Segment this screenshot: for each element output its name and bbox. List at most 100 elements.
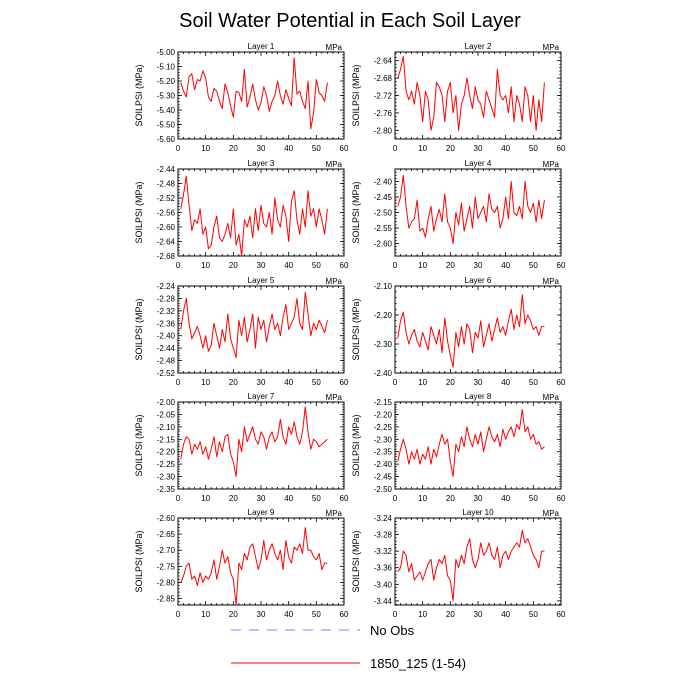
y-tick-label: -2.28 xyxy=(157,294,176,303)
plot-frame xyxy=(177,168,345,257)
y-tick-label: -2.15 xyxy=(157,435,176,444)
y-tick-label: -2.60 xyxy=(374,240,393,249)
x-tick-label: 30 xyxy=(474,378,483,387)
figure-title: Soil Water Potential in Each Soil Layer xyxy=(179,10,521,32)
y-tick-label: -2.32 xyxy=(157,307,176,316)
x-tick-label: 50 xyxy=(529,494,538,503)
x-tick-label: 0 xyxy=(176,610,181,619)
x-tick-label: 50 xyxy=(312,494,321,503)
y-tick-label: -2.45 xyxy=(374,193,393,202)
x-tick-label: 50 xyxy=(312,610,321,619)
y-tick-label: -2.40 xyxy=(374,460,393,469)
y-tick-label: -2.30 xyxy=(157,473,176,482)
panel-title: Layer 1 xyxy=(248,42,275,51)
y-tick-label: -2.00 xyxy=(157,398,176,407)
y-tick-label: -2.30 xyxy=(374,435,393,444)
y-tick-label: -5.40 xyxy=(157,106,176,115)
y-tick-label: -2.40 xyxy=(374,369,393,378)
plot-frame xyxy=(177,401,345,490)
y-axis-label: SOILPSI (MPa) xyxy=(134,530,144,592)
y-tick-label: -2.10 xyxy=(374,282,393,291)
x-tick-label: 0 xyxy=(393,610,398,619)
y-tick-label: -2.52 xyxy=(157,369,176,378)
plot-frame xyxy=(394,517,562,606)
x-tick-label: 40 xyxy=(284,378,293,387)
x-tick-label: 60 xyxy=(557,144,566,153)
x-tick-label: 10 xyxy=(201,261,210,270)
panel-layer-2: Layer 2 MPa SOILPSI (MPa) 0 10 20 30 40 50 60 -2.6… xyxy=(351,42,566,153)
x-tick-label: 40 xyxy=(501,144,510,153)
series-line xyxy=(397,529,545,602)
units-label: MPa xyxy=(543,160,560,169)
units-label: MPa xyxy=(326,509,343,518)
x-tick-label: 20 xyxy=(446,494,455,503)
panel-title: Layer 5 xyxy=(248,276,275,285)
y-tick-label: -2.10 xyxy=(157,423,176,432)
x-tick-label: 50 xyxy=(312,378,321,387)
y-axis-label: SOILPSI (MPa) xyxy=(351,414,361,476)
x-tick-label: 20 xyxy=(229,261,238,270)
x-tick-label: 30 xyxy=(257,610,266,619)
y-tick-label: -3.32 xyxy=(374,547,393,556)
units-label: MPa xyxy=(543,277,560,286)
y-tick-label: -2.05 xyxy=(157,410,176,419)
y-tick-label: -2.72 xyxy=(374,92,393,101)
x-tick-label: 10 xyxy=(418,610,427,619)
x-tick-label: 0 xyxy=(176,494,181,503)
panel-title: Layer 7 xyxy=(248,392,275,401)
y-axis-label: SOILPSI (MPa) xyxy=(134,414,144,476)
y-tick-label: -2.36 xyxy=(157,319,176,328)
x-tick-label: 10 xyxy=(418,494,427,503)
x-tick-label: 20 xyxy=(229,494,238,503)
y-tick-label: -5.20 xyxy=(157,77,176,86)
y-tick-label: -2.44 xyxy=(157,165,176,174)
panel-layer-7: Layer 7 MPa SOILPSI (MPa) 0 10 20 30 40 50 60 -2.0… xyxy=(134,392,349,503)
x-tick-label: 0 xyxy=(393,494,398,503)
x-tick-label: 10 xyxy=(201,494,210,503)
panel-title: Layer 2 xyxy=(465,42,492,51)
y-tick-label: -2.65 xyxy=(157,530,176,539)
y-tick-label: -5.30 xyxy=(157,92,176,101)
x-tick-label: 20 xyxy=(229,378,238,387)
panel-grid: Layer 1 MPa SOILPSI (MPa) 0 10 20 30 40 50 60 -5.0… xyxy=(134,42,566,619)
x-tick-label: 40 xyxy=(501,610,510,619)
y-tick-label: -2.70 xyxy=(157,546,176,555)
x-tick-label: 50 xyxy=(312,144,321,153)
x-tick-label: 60 xyxy=(557,261,566,270)
panel-title: Layer 9 xyxy=(248,508,275,517)
x-tick-label: 0 xyxy=(176,144,181,153)
x-tick-label: 50 xyxy=(529,378,538,387)
y-tick-label: -2.85 xyxy=(157,595,176,604)
x-tick-label: 40 xyxy=(284,144,293,153)
x-tick-label: 50 xyxy=(312,261,321,270)
x-tick-label: 20 xyxy=(446,378,455,387)
y-tick-label: -2.40 xyxy=(157,332,176,341)
x-tick-label: 60 xyxy=(340,144,349,153)
x-tick-label: 20 xyxy=(229,610,238,619)
y-tick-label: -3.24 xyxy=(374,514,393,523)
y-axis-label: SOILPSI (MPa) xyxy=(351,181,361,243)
y-tick-label: -5.10 xyxy=(157,63,176,72)
panel-title: Layer 3 xyxy=(248,159,275,168)
x-tick-label: 0 xyxy=(176,378,181,387)
units-label: MPa xyxy=(543,393,560,402)
panel-title: Layer 4 xyxy=(465,159,492,168)
y-axis-label: SOILPSI (MPa) xyxy=(351,64,361,126)
panel-title: Layer 10 xyxy=(462,508,494,517)
panel-layer-9: Layer 9 MPa SOILPSI (MPa) 0 10 20 30 40 50 60 -2.6… xyxy=(134,508,349,619)
x-tick-label: 40 xyxy=(501,494,510,503)
y-tick-label: -3.28 xyxy=(374,531,393,540)
panel-layer-4: Layer 4 MPa SOILPSI (MPa) 0 10 20 30 40 50 60 -2.4… xyxy=(351,159,566,270)
x-tick-label: 30 xyxy=(257,144,266,153)
x-tick-label: 50 xyxy=(529,144,538,153)
y-tick-label: -2.24 xyxy=(157,282,176,291)
x-tick-label: 20 xyxy=(229,144,238,153)
x-tick-label: 10 xyxy=(418,378,427,387)
y-tick-label: -3.44 xyxy=(374,597,393,606)
units-label: MPa xyxy=(326,393,343,402)
series-line xyxy=(397,55,545,131)
x-tick-label: 0 xyxy=(393,144,398,153)
legend-label-no-obs: No Obs xyxy=(370,623,415,638)
y-tick-label: -2.80 xyxy=(157,578,176,587)
y-tick-label: -3.36 xyxy=(374,564,393,573)
